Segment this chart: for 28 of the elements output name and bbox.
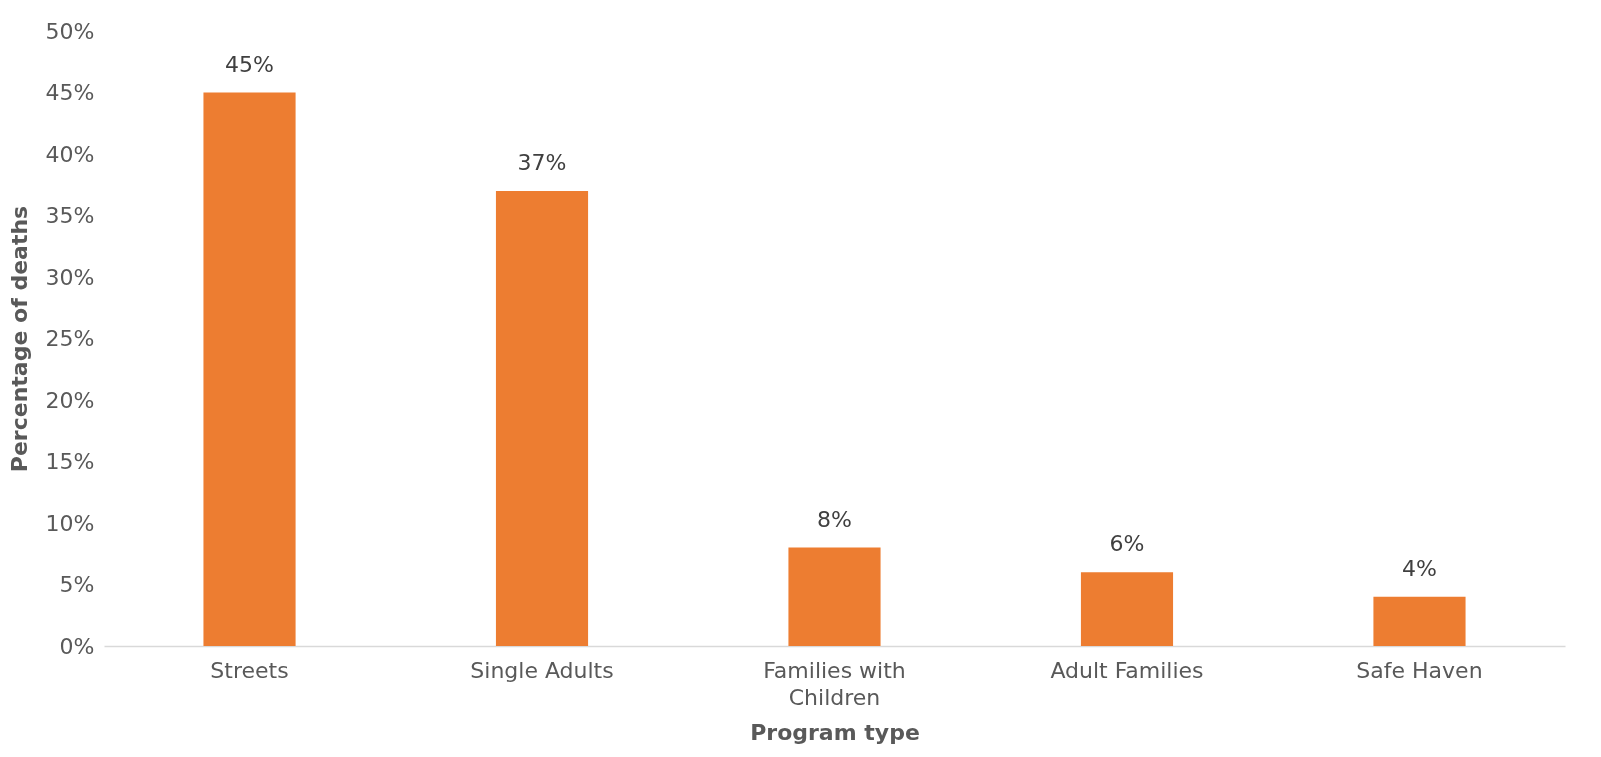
bar xyxy=(495,190,589,646)
y-tick-label: 10% xyxy=(45,510,95,536)
data-label: 37% xyxy=(517,149,567,175)
y-tick-label: 30% xyxy=(45,264,95,290)
y-tick-label: 5% xyxy=(59,572,95,597)
x-axis-title: Program type xyxy=(750,719,920,745)
data-label: 45% xyxy=(225,51,274,77)
data-label: 8% xyxy=(817,506,852,532)
y-tick-label: 35% xyxy=(45,203,95,228)
bar xyxy=(1373,596,1466,646)
bar xyxy=(1080,572,1174,646)
bar xyxy=(788,547,881,646)
x-tick-label: Single Adults xyxy=(470,657,614,683)
y-axis-title: Percentage of deaths xyxy=(6,205,32,473)
x-tick-label: Families with Children xyxy=(763,657,906,710)
x-tick-label: Adult Families xyxy=(1050,657,1204,683)
y-tick-label: 15% xyxy=(45,449,95,474)
y-tick-label: 40% xyxy=(45,141,95,167)
x-tick-label: Safe Haven xyxy=(1356,657,1483,683)
data-label: 6% xyxy=(1109,531,1145,557)
y-tick-label: 25% xyxy=(45,326,95,351)
y-tick-label: 0% xyxy=(59,633,95,659)
y-tick-label: 45% xyxy=(45,80,95,105)
data-label: 4% xyxy=(1402,555,1437,581)
x-tick-label: Streets xyxy=(210,657,289,683)
bar xyxy=(203,92,296,646)
y-tick-label: 20% xyxy=(45,387,95,413)
y-tick-label: 50% xyxy=(45,18,95,44)
